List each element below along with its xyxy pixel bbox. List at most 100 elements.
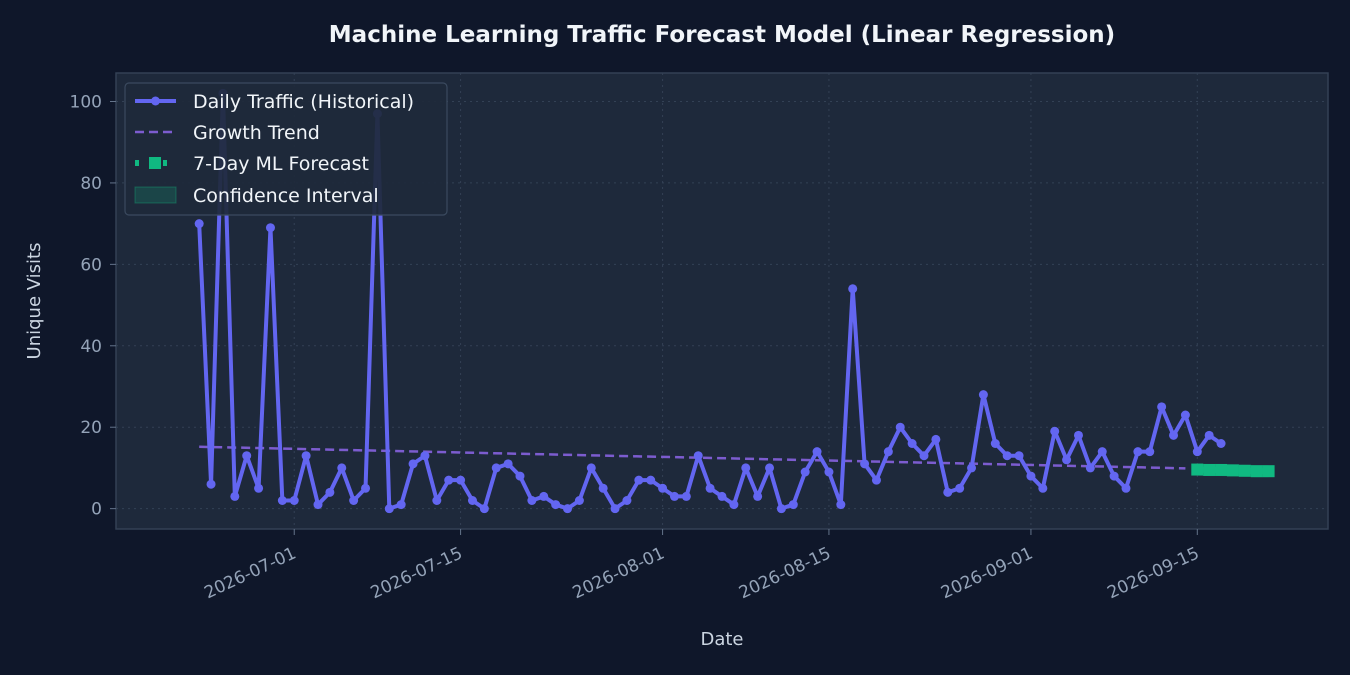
historical-point (444, 475, 454, 485)
historical-point (574, 496, 584, 505)
historical-point (848, 284, 858, 294)
historical-point (289, 496, 299, 505)
historical-point (860, 459, 870, 469)
historical-point (242, 451, 252, 461)
historical-point (705, 483, 715, 493)
legend-label-historical: Daily Traffic (Historical) (193, 91, 414, 113)
forecast-point (1226, 464, 1239, 477)
historical-point (919, 451, 929, 461)
grid-lines (116, 73, 1328, 529)
historical-point (741, 463, 751, 473)
historical-point (277, 496, 287, 505)
legend: Daily Traffic (Historical) Growth Trend … (124, 82, 448, 216)
historical-point (384, 504, 394, 514)
y-axis: 0 20 40 60 80 100 (70, 93, 116, 520)
historical-point (1121, 483, 1131, 493)
historical-point (1169, 430, 1179, 440)
historical-point (658, 483, 668, 493)
historical-point (931, 434, 941, 444)
y-tick-label: 0 (91, 500, 102, 520)
historical-point (539, 491, 549, 501)
historical-point (456, 475, 466, 485)
historical-point (717, 491, 727, 501)
historical-point (325, 487, 335, 497)
chart-title: Machine Learning Traffic Forecast Model … (329, 22, 1115, 48)
historical-point (503, 459, 513, 469)
historical-point (396, 500, 406, 510)
historical-point (586, 463, 596, 473)
historical-point (1038, 483, 1048, 493)
historical-point (812, 447, 822, 457)
historical-point (1062, 455, 1072, 465)
historical-point (313, 500, 323, 510)
historical-point (1216, 439, 1226, 448)
historical-point (610, 504, 620, 514)
historical-point (432, 496, 442, 505)
historical-point (765, 463, 775, 473)
historical-point (206, 479, 216, 489)
historical-point (467, 496, 477, 505)
historical-point (907, 439, 917, 448)
historical-point (1145, 447, 1155, 457)
historical-point (836, 500, 846, 510)
historical-point (669, 491, 679, 501)
historical-point (337, 463, 347, 473)
forecast-point (1191, 463, 1204, 476)
trend-line (199, 445, 1186, 470)
historical-point (1014, 451, 1024, 461)
historical-point (753, 491, 763, 501)
historical-point (551, 500, 561, 510)
historical-point (361, 483, 371, 493)
historical-point (254, 483, 264, 493)
forecast-point (1238, 464, 1251, 477)
historical-point (681, 491, 691, 501)
y-tick-label: 60 (80, 255, 102, 275)
historical-point (800, 467, 810, 477)
historical-point (230, 491, 240, 501)
legend-box (124, 82, 448, 216)
forecast-point (1250, 465, 1263, 478)
historical-point (943, 487, 953, 497)
historical-point (194, 219, 204, 229)
historical-point (1133, 447, 1143, 457)
historical-point (634, 475, 644, 485)
historical-point (301, 451, 311, 461)
legend-label-confidence: Confidence Interval (193, 185, 379, 207)
legend-marker-historical (151, 96, 160, 106)
historical-point (1026, 471, 1036, 481)
historical-point (824, 467, 834, 477)
historical-point (479, 504, 489, 514)
historical-point (1192, 447, 1202, 457)
historical-point (955, 483, 965, 493)
historical-point (883, 447, 893, 457)
historical-point (408, 459, 418, 469)
historical-point (622, 496, 632, 505)
historical-point (1109, 471, 1119, 481)
historical-point (871, 475, 881, 485)
historical-point (420, 451, 430, 461)
historical-point (967, 463, 977, 473)
legend-label-forecast: 7-Day ML Forecast (193, 153, 369, 175)
historical-point (265, 223, 275, 233)
forecast-point (1262, 465, 1275, 478)
y-tick-label: 80 (80, 174, 102, 194)
historical-point (990, 439, 1000, 448)
historical-point (1097, 447, 1107, 457)
historical-point (788, 500, 798, 510)
series-layer (194, 88, 1275, 514)
legend-marker-forecast (149, 157, 161, 169)
x-axis-label: Date (700, 629, 743, 650)
forecast-point (1203, 463, 1216, 476)
historical-point (491, 463, 501, 473)
legend-swatch-confidence (134, 186, 177, 204)
historical-point (563, 504, 573, 514)
historical-point (1180, 410, 1190, 420)
historical-point (1073, 430, 1083, 440)
historical-point (776, 504, 786, 514)
historical-point (1157, 402, 1167, 412)
historical-point (1204, 430, 1214, 440)
historical-point (349, 496, 359, 505)
legend-label-trend: Growth Trend (193, 122, 320, 144)
historical-point (646, 475, 656, 485)
